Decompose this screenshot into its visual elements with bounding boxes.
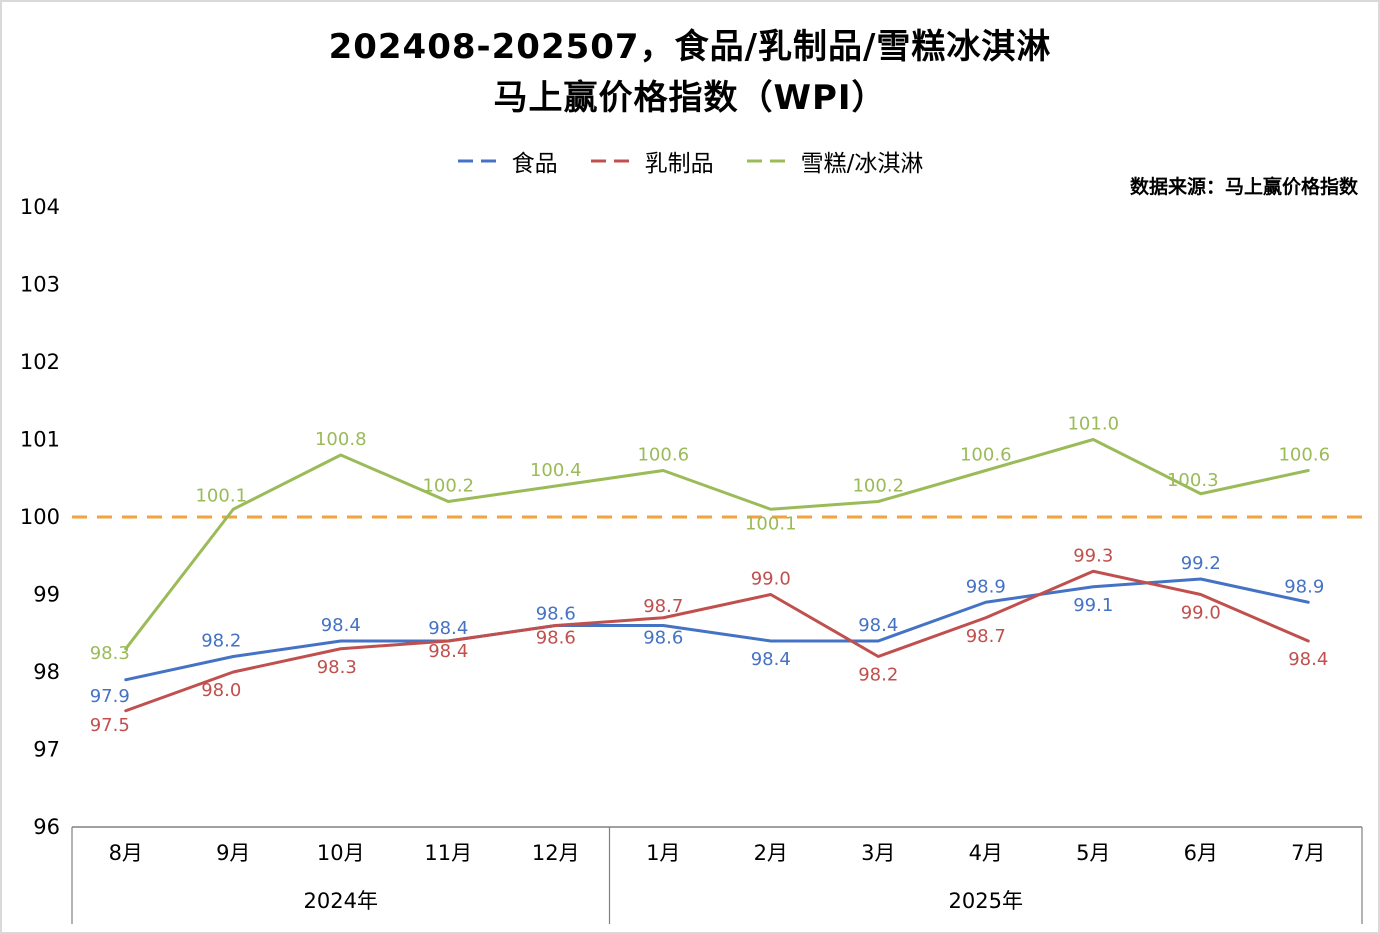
data-label-乳制品-3月: 98.2 [858,665,898,686]
legend-item-food: 食品 [457,144,558,178]
data-label-食品-12月: 98.6 [536,604,576,625]
x-axis-month-label: 4月 [969,841,1003,865]
x-axis-month-label: 3月 [861,841,895,865]
data-label-食品-10月: 98.4 [321,615,361,636]
data-label-雪糕/冰淇淋-1月: 100.6 [637,445,689,466]
y-axis-tick-label: 103 [20,273,60,297]
y-axis-tick-label: 98 [33,660,60,684]
data-label-食品-5月: 99.1 [1073,595,1113,616]
legend-marker-dairy-icon [590,159,635,163]
x-axis-month-label: 5月 [1076,841,1110,865]
data-label-雪糕/冰淇淋-11月: 100.2 [422,476,474,497]
y-axis-tick-label: 101 [20,428,60,452]
data-label-食品-9月: 98.2 [201,631,241,652]
legend-item-icecream: 雪糕/冰淇淋 [746,144,924,178]
legend-item-dairy: 乳制品 [590,144,714,178]
legend-label-food: 食品 [511,151,558,177]
x-axis-month-label: 1月 [646,841,680,865]
data-label-食品-2月: 98.4 [751,649,791,670]
x-axis-month-label: 12月 [532,841,580,865]
legend-marker-icecream-icon [746,159,791,163]
x-axis-year-label: 2025年 [949,889,1023,913]
chart-title: 202408-202507，食品/乳制品/雪糕冰淇淋 马上赢价格指数（WPI） [2,22,1378,124]
x-axis-month-label: 6月 [1184,841,1218,865]
chart-title-line1: 202408-202507，食品/乳制品/雪糕冰淇淋 [328,27,1052,67]
data-label-雪糕/冰淇淋-12月: 100.4 [530,460,582,481]
x-axis-month-label: 2月 [754,841,788,865]
data-source-note: 数据来源：马上赢价格指数 [1129,176,1358,198]
data-label-乳制品-7月: 98.4 [1288,649,1328,670]
data-label-乳制品-5月: 99.3 [1073,545,1113,566]
data-label-乳制品-2月: 99.0 [751,569,791,590]
y-axis-tick-label: 104 [20,195,60,219]
x-axis-month-label: 8月 [109,841,143,865]
data-label-雪糕/冰淇淋-5月: 101.0 [1067,414,1119,435]
data-label-食品-1月: 98.6 [643,628,683,649]
x-axis-month-label: 9月 [216,841,250,865]
data-label-乳制品-12月: 98.6 [536,628,576,649]
data-label-食品-8月: 97.9 [90,686,130,707]
data-label-食品-3月: 98.4 [858,615,898,636]
y-axis-tick-label: 97 [33,738,60,762]
data-label-乳制品-1月: 98.7 [643,596,683,617]
chart-title-line2: 马上赢价格指数（WPI） [493,78,887,118]
data-label-乳制品-6月: 99.0 [1181,603,1221,624]
y-axis-tick-label: 99 [33,583,60,607]
y-axis-tick-label: 100 [20,505,60,529]
data-label-食品-11月: 98.4 [428,618,468,639]
x-axis-month-label: 11月 [424,841,472,865]
data-label-雪糕/冰淇淋-10月: 100.8 [315,429,367,450]
data-label-食品-6月: 99.2 [1181,553,1221,574]
legend-label-dairy: 乳制品 [644,151,714,177]
data-label-乳制品-9月: 98.0 [201,680,241,701]
data-label-乳制品-8月: 97.5 [90,715,130,736]
x-axis-month-label: 10月 [317,841,365,865]
data-label-雪糕/冰淇淋-8月: 98.3 [90,643,130,664]
data-label-雪糕/冰淇淋-3月: 100.2 [852,476,904,497]
data-label-乳制品-11月: 98.4 [428,641,468,662]
x-axis-month-label: 7月 [1291,841,1325,865]
data-label-雪糕/冰淇淋-6月: 100.3 [1167,470,1219,491]
series-line-0 [124,577,1310,682]
data-label-雪糕/冰淇淋-4月: 100.6 [960,445,1012,466]
data-label-乳制品-10月: 98.3 [317,657,357,678]
legend-marker-food-icon [457,159,502,163]
series-line-2 [124,438,1310,651]
chart-legend: 食品 乳制品 雪糕/冰淇淋 [2,144,1378,178]
data-label-食品-4月: 98.9 [966,576,1006,597]
data-label-雪糕/冰淇淋-7月: 100.6 [1278,445,1330,466]
data-label-雪糕/冰淇淋-9月: 100.1 [195,485,247,506]
series-line-1 [124,569,1310,713]
y-axis-tick-label: 102 [20,350,60,374]
data-label-雪糕/冰淇淋-2月: 100.1 [745,513,797,534]
data-label-食品-7月: 98.9 [1284,576,1324,597]
legend-label-icecream: 雪糕/冰淇淋 [800,151,924,177]
x-axis-year-label: 2024年 [304,889,378,913]
data-label-乳制品-4月: 98.7 [966,626,1006,647]
y-axis-tick-label: 96 [33,815,60,839]
